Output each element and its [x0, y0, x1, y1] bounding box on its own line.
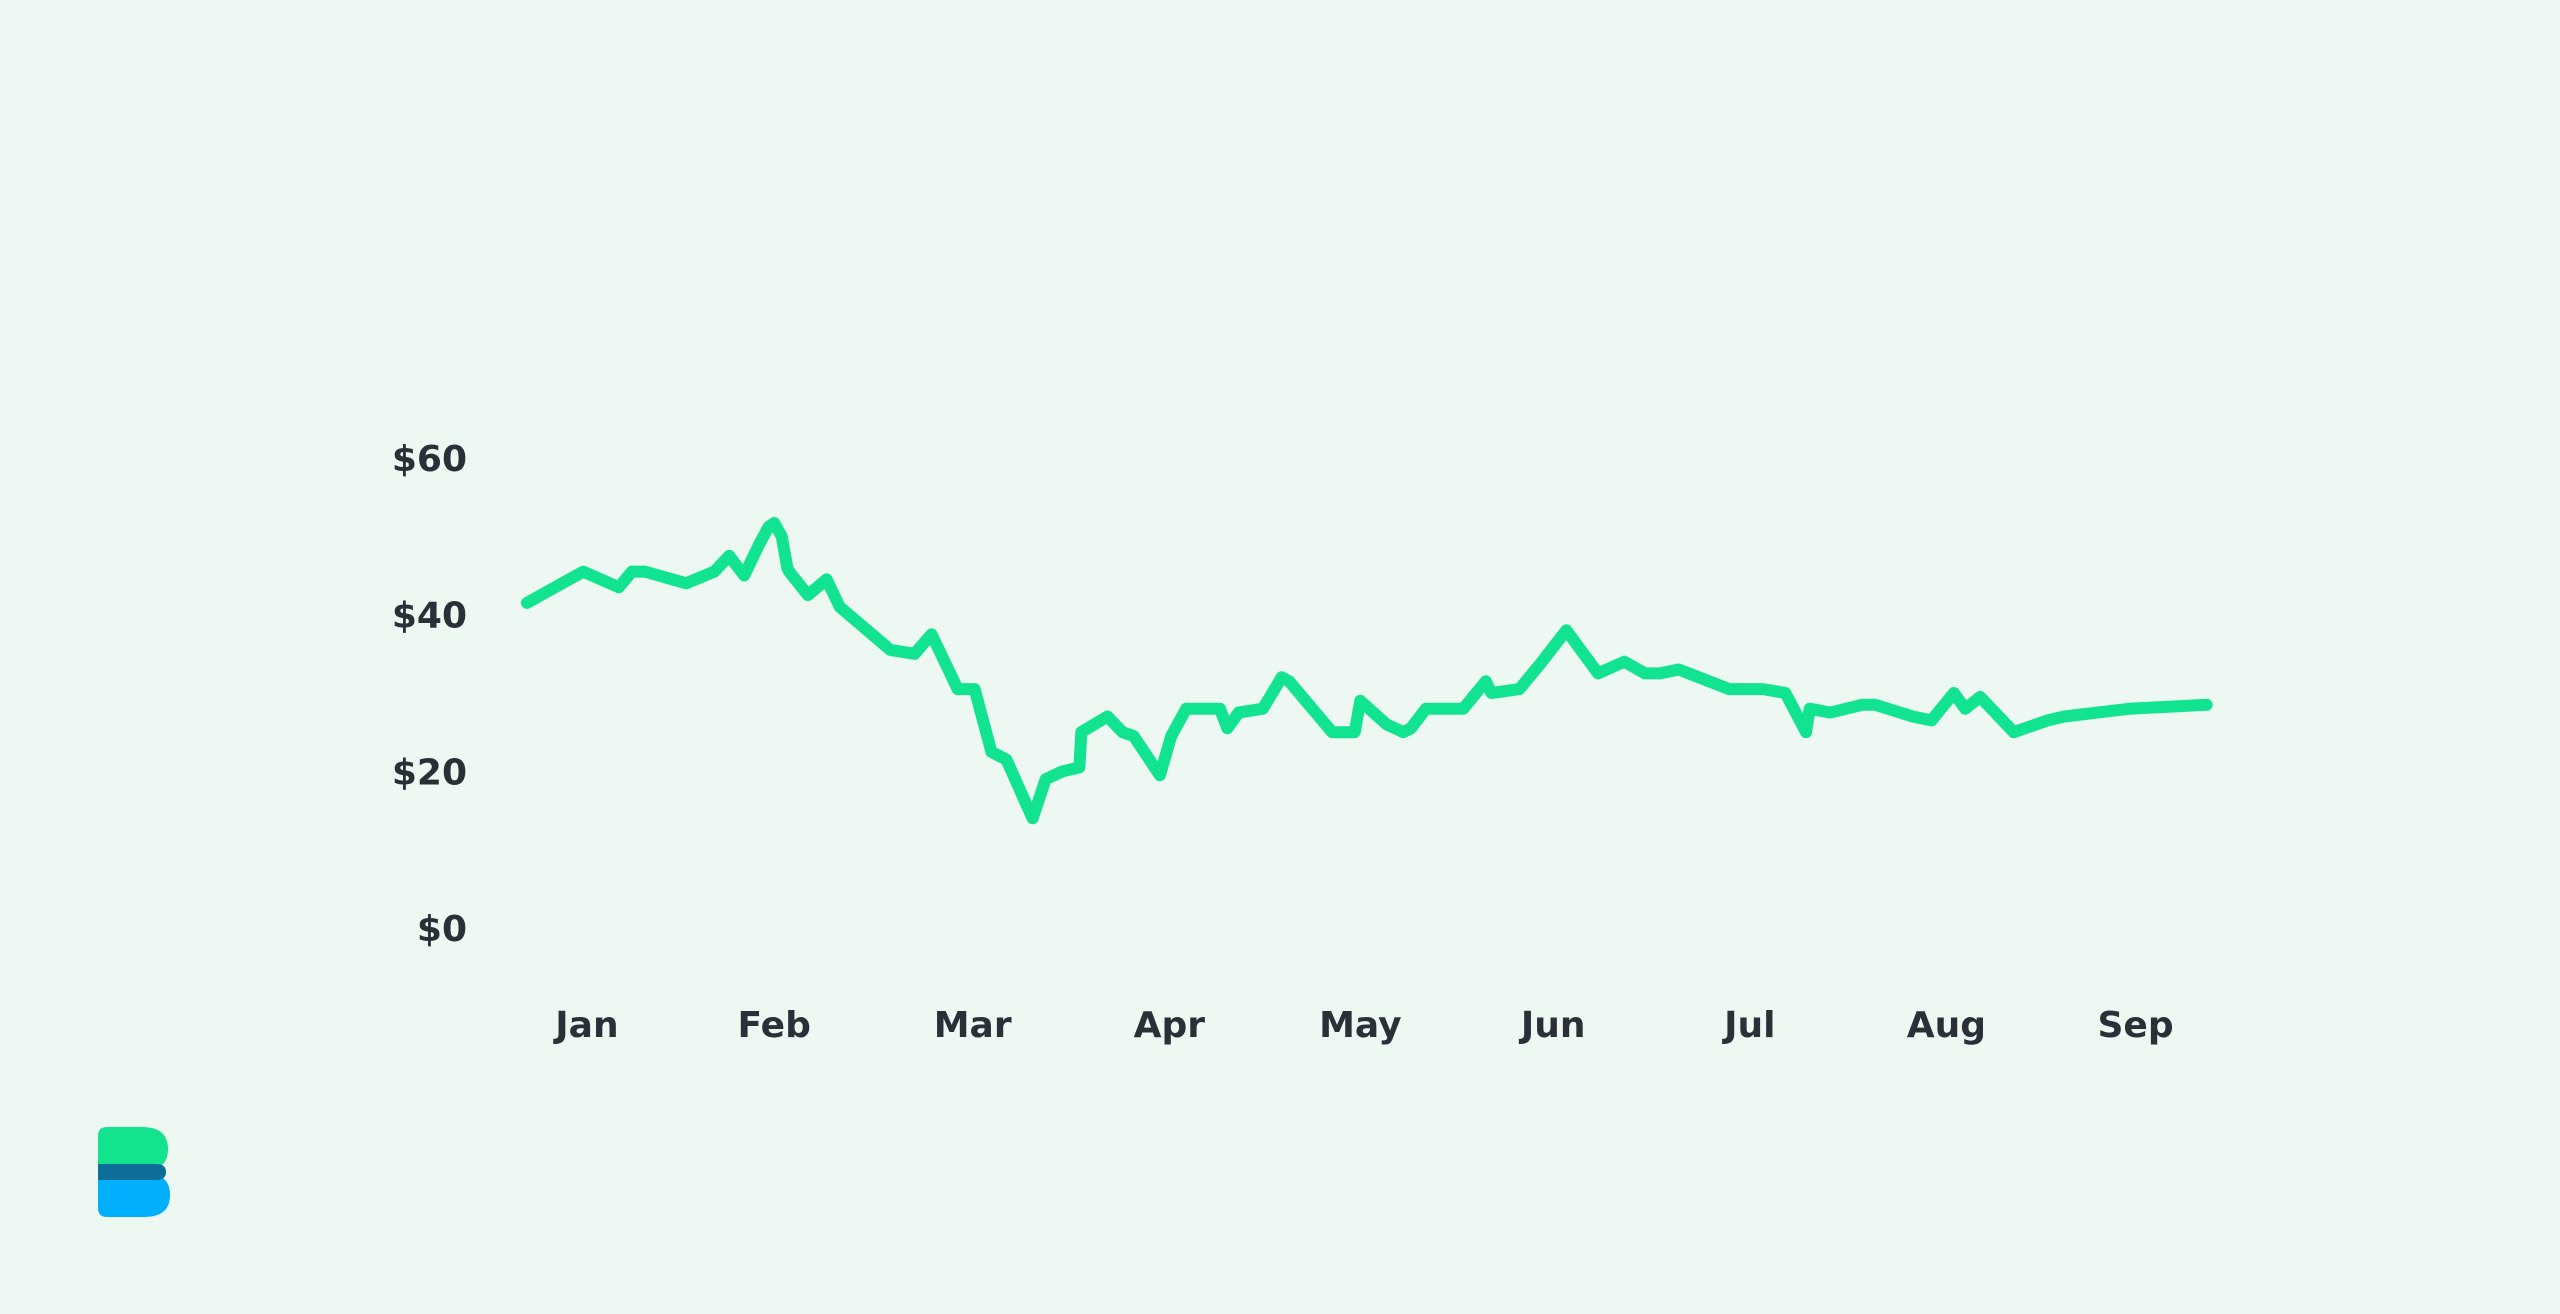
y-tick-label: $60	[392, 439, 467, 480]
x-axis: Jan Feb Mar Apr May Jun Jul Aug Sep	[552, 1005, 2173, 1046]
x-tick-label: Sep	[2098, 1005, 2174, 1046]
y-tick-label: $20	[392, 752, 467, 793]
y-axis: $0 $20 $40 $60	[392, 439, 467, 950]
x-tick-label: Jul	[1721, 1005, 1775, 1046]
x-tick-label: Feb	[738, 1005, 811, 1046]
x-tick-label: May	[1319, 1005, 1401, 1046]
plot-area	[521, 517, 2213, 825]
logo-middle-band	[98, 1164, 166, 1180]
x-tick-label: Jan	[552, 1005, 618, 1046]
x-tick-label: Apr	[1134, 1005, 1206, 1046]
y-tick-label: $40	[392, 596, 467, 637]
series-line	[521, 517, 2213, 825]
x-tick-label: Jun	[1518, 1005, 1586, 1046]
y-tick-label: $0	[417, 909, 467, 950]
brand-logo-icon	[98, 1127, 170, 1217]
x-tick-label: Aug	[1907, 1005, 1986, 1046]
x-tick-label: Mar	[934, 1005, 1012, 1046]
logo-top-lobe	[98, 1127, 168, 1171]
logo-bottom-lobe	[98, 1173, 170, 1217]
